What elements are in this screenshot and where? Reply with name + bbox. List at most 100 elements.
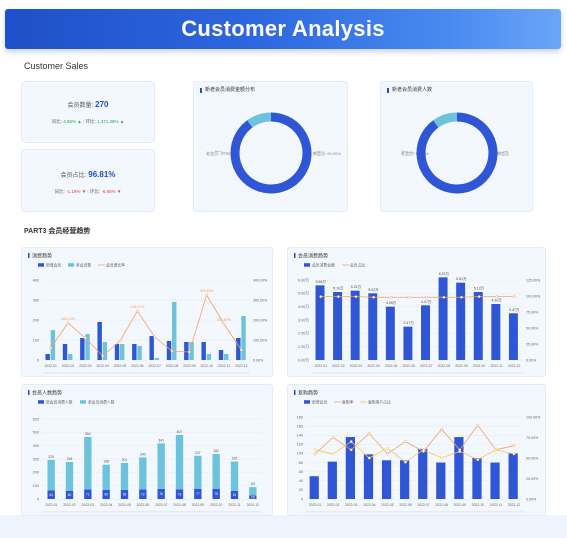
- bar: [454, 437, 464, 499]
- bar: [184, 342, 189, 360]
- scrollbar-track: [312, 372, 523, 374]
- x-tick-label: 2022-07: [155, 503, 168, 507]
- donut-slice: [433, 112, 458, 128]
- donut-leader-line: [214, 150, 230, 154]
- bar: [149, 336, 154, 360]
- bar: [309, 476, 319, 499]
- y-right-tick-label: 0.00%: [526, 497, 537, 501]
- series-point: [404, 460, 407, 464]
- bar: [472, 458, 482, 499]
- y-right-tick-label: 125.00%: [526, 278, 541, 282]
- series-point: [367, 456, 371, 460]
- kpi-card-member-ratio: 会员占比: 96.81% 同比: -1.19% ▼ | 环比: -6.65% ▼: [21, 149, 155, 212]
- divider: |: [83, 119, 85, 124]
- donut-spend-chart: 老会员: 10.00% 新会员: 90.00%: [206, 112, 341, 194]
- y-tick-label: 0: [37, 497, 39, 501]
- series-point: [389, 295, 393, 299]
- series-point: [495, 295, 499, 299]
- x-tick-label: 2022-03: [79, 364, 92, 368]
- bar-inner-label: 76: [159, 492, 163, 496]
- legend-label: 复购用户占比: [368, 400, 391, 405]
- y-right-tick-label: 75.00%: [526, 310, 539, 314]
- x-tick-label: 2022-03: [82, 503, 95, 507]
- x-tick-label: 2022-01: [45, 503, 58, 507]
- series-point: [135, 309, 139, 313]
- bar: [84, 437, 92, 490]
- donut-count-right-label: 新会员: [497, 150, 509, 156]
- bar: [102, 464, 110, 490]
- series-point: [118, 339, 122, 343]
- bar: [345, 437, 356, 499]
- bar-label: 4.07万: [421, 300, 432, 304]
- x-tick-label: 2022-04: [367, 364, 380, 368]
- y-right-tick-label: 50.00%: [526, 326, 539, 330]
- legend-label: 老会员数: [76, 263, 91, 268]
- y-right-tick-label: 25.00%: [526, 342, 539, 346]
- kpi-ratio-value: 96.81%: [88, 170, 116, 179]
- bar: [491, 304, 501, 360]
- x-tick-label: 2022-12: [235, 364, 248, 368]
- legend-label: 会员消费金额: [312, 263, 335, 268]
- kpi-members-value: 270: [95, 100, 109, 109]
- bar-inner-label: 60: [68, 493, 72, 497]
- bar: [241, 316, 246, 360]
- x-tick-label: 2022-02: [327, 503, 340, 507]
- series-point: [422, 448, 425, 452]
- title-accent: [294, 253, 296, 258]
- section-title-customer-sales: Customer Sales: [24, 61, 89, 71]
- kpi-members-yoy-label: 同比:: [51, 119, 63, 124]
- x-tick-label: 2022-08: [166, 364, 179, 368]
- series-point: [66, 321, 70, 325]
- y-tick-label: 400: [33, 444, 39, 448]
- bar-label: 4.20万: [491, 299, 502, 303]
- point-label: 180.97%: [217, 318, 232, 322]
- bar-label: 5.56万: [316, 280, 327, 284]
- x-tick-label: 2022-01: [315, 364, 328, 368]
- legend-swatch: [304, 400, 310, 404]
- y-tick-label: 0: [301, 497, 303, 501]
- legend-swatch: [68, 263, 74, 267]
- chart-card-repurchase: 复购趋势 新增会员 复购率 复购用户占比 0 20 40 60 80 100 120 140 160 18…: [287, 384, 546, 516]
- bar-label: 4.05万: [386, 301, 397, 305]
- series-point: [477, 295, 481, 299]
- chart-title-group: 消费趋势: [28, 253, 52, 260]
- bar: [436, 462, 446, 499]
- bar-label: 341: [158, 438, 164, 442]
- y-tick-label: 200: [33, 471, 39, 475]
- bar: [139, 457, 147, 490]
- bar-label: 3.47万: [509, 308, 520, 312]
- bar-label: 6.21万: [439, 272, 450, 276]
- bar: [47, 490, 55, 499]
- x-tick-label: 2022-01: [44, 364, 57, 368]
- bar: [438, 277, 448, 360]
- x-tick-label: 2022-05: [385, 364, 398, 368]
- series-point: [222, 322, 226, 326]
- x-tick-label: 2022-08: [438, 364, 451, 368]
- donut-slice: [416, 112, 498, 194]
- bar: [189, 342, 194, 360]
- series-point: [170, 349, 174, 353]
- bar: [102, 342, 108, 360]
- bar: [418, 448, 428, 499]
- chart-title-group: 复购趋势: [294, 390, 318, 397]
- bar-label: 188: [103, 460, 109, 464]
- bar: [65, 461, 74, 491]
- y-right-tick-label: 200.00%: [253, 318, 268, 322]
- series-point: [512, 452, 516, 456]
- y-tick-label: 0.00万: [298, 358, 309, 362]
- bar: [194, 488, 202, 499]
- up-arrow-icon: ▲: [76, 119, 84, 124]
- up-arrow-icon: ▲: [118, 119, 125, 124]
- bar: [175, 435, 184, 490]
- bar: [84, 489, 92, 499]
- bar: [206, 354, 212, 360]
- bar: [97, 322, 102, 360]
- bar: [65, 491, 74, 499]
- bar: [350, 290, 360, 360]
- y-tick-label: 500: [33, 431, 39, 435]
- x-tick-label: 2022-07: [417, 503, 430, 507]
- bar: [194, 455, 202, 489]
- series-point: [476, 423, 480, 427]
